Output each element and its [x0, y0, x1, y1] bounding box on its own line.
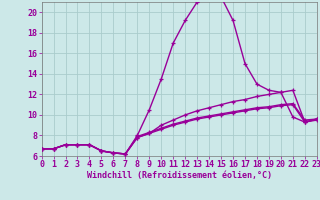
X-axis label: Windchill (Refroidissement éolien,°C): Windchill (Refroidissement éolien,°C) — [87, 171, 272, 180]
